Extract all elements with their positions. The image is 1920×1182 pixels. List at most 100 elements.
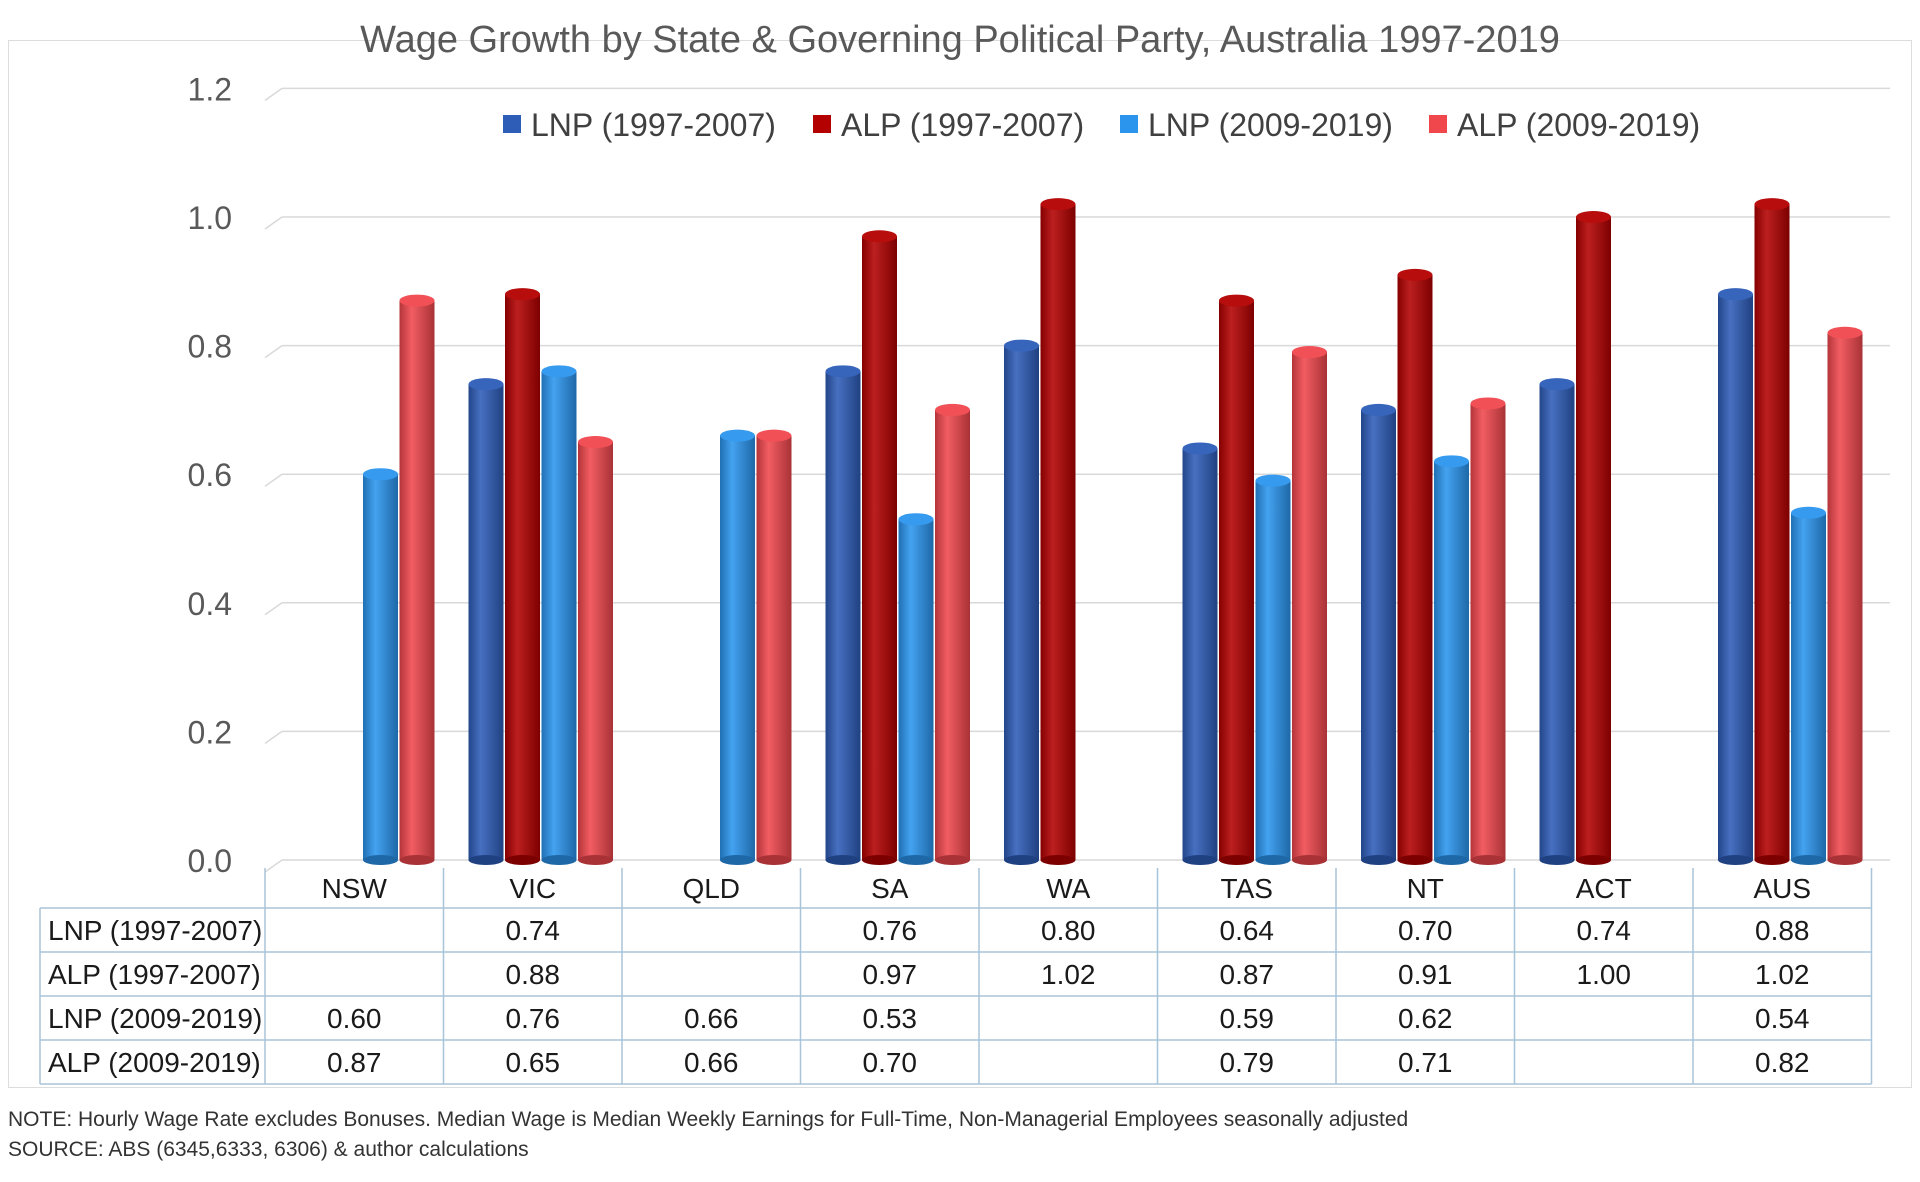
bar-lnp-wa (1004, 345, 1039, 861)
bar-top (1397, 268, 1433, 281)
bar-base (1219, 855, 1254, 865)
x-tick-label: QLD (682, 873, 740, 904)
bar-alp-act (1576, 217, 1611, 860)
bar-base (1434, 855, 1469, 865)
bar-top (399, 294, 435, 307)
x-tick-label: NSW (322, 873, 388, 904)
legend-label: ALP (2009-2019) (1457, 107, 1700, 143)
bar-lnp-aus (1791, 512, 1826, 860)
bar-top (756, 429, 792, 442)
bar-lnp-vic (541, 371, 577, 860)
bar-alp-tas (1219, 300, 1254, 861)
bar-alp-nsw (399, 300, 435, 861)
bar-top (1470, 397, 1506, 410)
bar-base (1470, 855, 1506, 865)
bar-top (1718, 288, 1753, 301)
data-label: 0.62 (1398, 1003, 1453, 1034)
bar-base (1754, 855, 1790, 865)
y-tick-label: 0.6 (188, 457, 232, 493)
data-label: 0.88 (1755, 915, 1810, 946)
bar-top (898, 513, 934, 526)
legend-swatch (813, 115, 831, 133)
data-label: 0.53 (863, 1003, 918, 1034)
bar-top (1576, 211, 1611, 223)
bar-alp-sa (935, 409, 970, 860)
gridline-depth (264, 859, 283, 873)
bar-base (1255, 855, 1291, 865)
bar-top (1754, 198, 1790, 211)
gridline-depth (264, 344, 283, 359)
legend-swatch (503, 115, 521, 133)
bar-lnp-qld (720, 435, 755, 860)
bar-top (1219, 294, 1254, 307)
bar-top (1292, 346, 1327, 359)
bar-base (1292, 855, 1327, 865)
bar-lnp-nt (1361, 409, 1396, 860)
data-label: 0.64 (1220, 915, 1275, 946)
bar-lnp-vic (468, 384, 504, 860)
bar-alp-vic (578, 442, 613, 860)
data-label: 0.66 (684, 1003, 739, 1034)
x-tick-label: AUS (1753, 873, 1811, 904)
table-row-label: LNP (2009-2019) (48, 1003, 262, 1034)
chart-title: Wage Growth by State & Governing Politic… (360, 19, 1560, 61)
x-tick-label: VIC (509, 873, 556, 904)
bar-base (1182, 855, 1218, 865)
bar-top (1255, 474, 1291, 487)
data-label: 0.82 (1755, 1047, 1810, 1078)
gridline-depth (264, 602, 283, 616)
y-tick-label: 0.0 (188, 843, 232, 879)
bar-alp-vic (505, 294, 540, 860)
table-row-label: LNP (1997-2007) (48, 915, 262, 946)
bar-top (720, 429, 755, 442)
bar-alp-nt (1397, 274, 1433, 860)
note-text: NOTE: Hourly Wage Rate excludes Bonuses.… (8, 1108, 1409, 1131)
data-label: 0.74 (506, 915, 561, 946)
bar-base (1539, 855, 1575, 865)
bar-top (1182, 442, 1218, 455)
y-tick-label: 0.2 (188, 714, 232, 750)
bar-alp-aus (1827, 332, 1863, 860)
data-label: 0.70 (1398, 915, 1453, 946)
data-label: 0.79 (1220, 1047, 1275, 1078)
data-label: 0.59 (1220, 1003, 1275, 1034)
data-label: 0.60 (327, 1003, 382, 1034)
bar-top (1539, 378, 1575, 391)
y-tick-label: 0.8 (188, 329, 232, 365)
data-label: 0.76 (863, 915, 918, 946)
x-tick-label: WA (1046, 873, 1090, 904)
bar-lnp-sa (825, 371, 861, 860)
bar-base (1827, 855, 1863, 865)
bar-base (898, 855, 934, 865)
bar-top (825, 365, 861, 378)
bar-base (363, 855, 398, 865)
bar-top (862, 230, 897, 243)
bar-base (468, 855, 504, 865)
bar-base (1718, 855, 1753, 865)
bar-alp-wa (1040, 204, 1076, 860)
bar-alp-qld (756, 435, 792, 860)
bar-base (825, 855, 861, 865)
bar-top (1434, 455, 1469, 468)
bar-top (578, 436, 613, 449)
bar-base (935, 855, 970, 865)
legend-swatch (1429, 115, 1447, 133)
bar-base (1361, 855, 1396, 865)
table-row-label: ALP (2009-2019) (48, 1047, 261, 1078)
bar-base (1040, 855, 1076, 865)
gridline-depth (264, 473, 283, 487)
bar-base (1791, 855, 1826, 865)
bar-top (1827, 326, 1863, 339)
data-label: 1.02 (1755, 959, 1810, 990)
data-label: 0.97 (863, 959, 918, 990)
bar-base (862, 855, 897, 865)
source-text: SOURCE: ABS (6345,6333, 6306) & author c… (8, 1138, 529, 1161)
bar-top (1004, 339, 1039, 352)
bar-base (578, 855, 613, 865)
bar-alp-nt (1470, 403, 1506, 860)
y-tick-label: 1.2 (188, 71, 232, 107)
bar-base (756, 855, 792, 865)
bar-lnp-tas (1255, 480, 1291, 860)
bar-lnp-tas (1182, 448, 1218, 860)
